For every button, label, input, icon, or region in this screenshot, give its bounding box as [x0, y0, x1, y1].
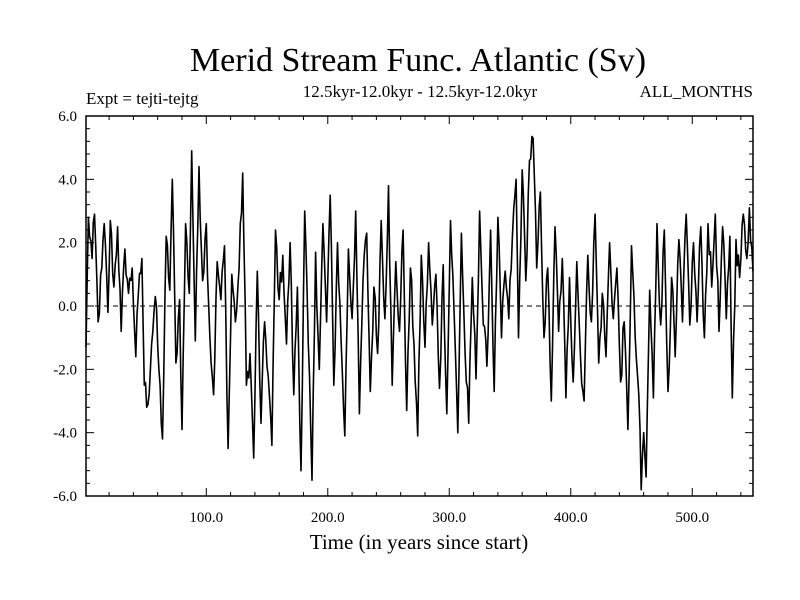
y-tick-label: -6.0: [53, 489, 77, 505]
plot-area: -6.0 -4.0 -2.0 0.0 2.0 4.0 6.0 100.0 200.0 300.0…: [53, 109, 754, 526]
expt-label: Expt = tejti-tejtg: [86, 89, 199, 108]
x-tick-label: 100.0: [189, 510, 223, 526]
x-tick-label: 500.0: [675, 510, 709, 526]
x-axis: 100.0 200.0 300.0 400.0 500.0: [108, 116, 742, 526]
y-axis: -6.0 -4.0 -2.0 0.0 2.0 4.0 6.0: [53, 109, 753, 505]
y-tick-label: 4.0: [58, 172, 77, 188]
months-label: ALL_MONTHS: [640, 82, 753, 101]
x-tick-label: 400.0: [554, 510, 588, 526]
x-tick-label: 300.0: [432, 510, 466, 526]
x-tick-label: 200.0: [311, 510, 345, 526]
chart-title: Merid Stream Func. Atlantic (Sv): [190, 42, 646, 79]
y-tick-label: 0.0: [58, 299, 77, 315]
y-tick-label: -2.0: [53, 362, 77, 378]
y-tick-label: -4.0: [53, 426, 77, 442]
series-line: [85, 135, 754, 491]
period-label: 12.5kyr-12.0kyr - 12.5kyr-12.0kyr: [303, 82, 538, 101]
y-tick-label: 6.0: [58, 109, 77, 125]
y-tick-label: 2.0: [58, 236, 77, 252]
x-axis-label: Time (in years since start): [310, 530, 529, 554]
